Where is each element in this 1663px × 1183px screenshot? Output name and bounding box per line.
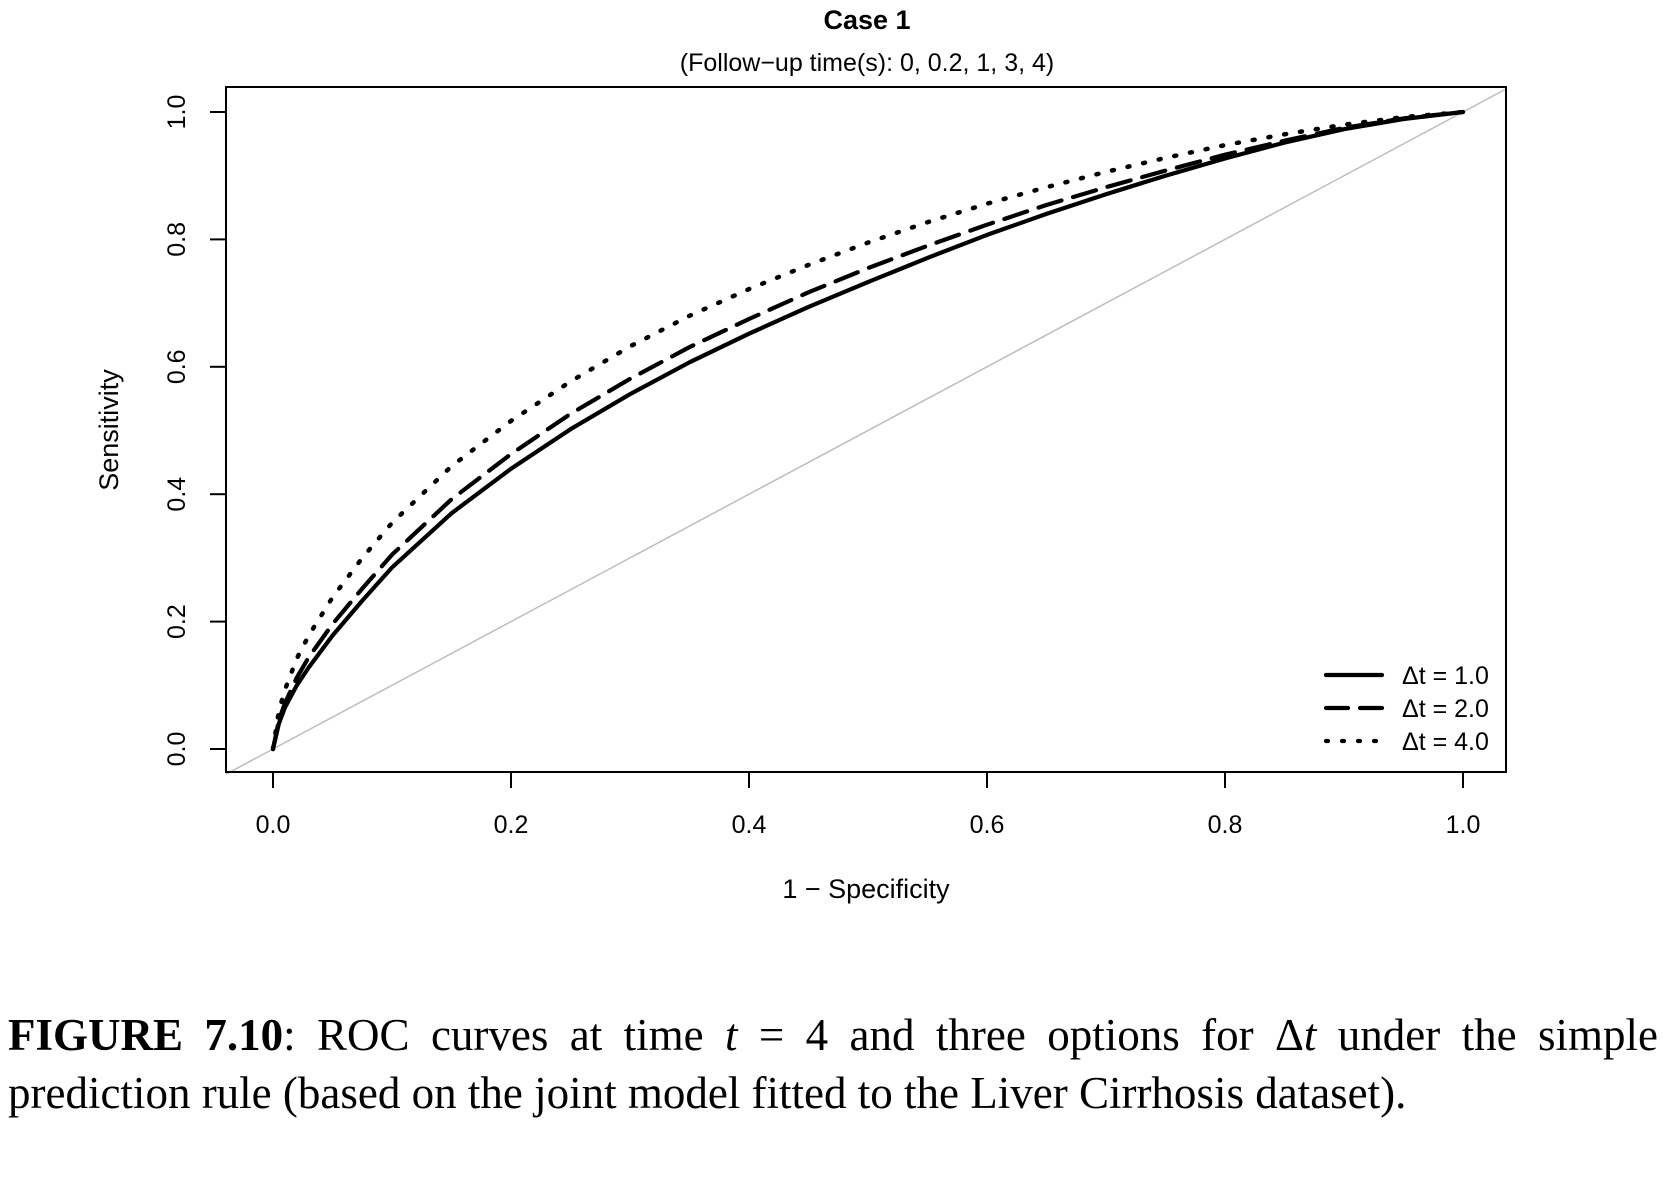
chart-subtitle: (Follow−up time(s): 0, 0.2, 1, 3, 4) bbox=[680, 49, 1054, 77]
reference-diagonal bbox=[225, 88, 1507, 775]
legend-label-3: Δt = 4.0 bbox=[1402, 728, 1489, 756]
y-axis: 0.0 0.2 0.4 0.6 0.8 1.0 bbox=[163, 95, 227, 767]
x-tick-label: 0.6 bbox=[970, 811, 1005, 839]
x-tick-label: 0.0 bbox=[256, 811, 291, 839]
caption-text-2: = 4 and three options for Δ bbox=[737, 1010, 1304, 1060]
series-layer bbox=[270, 109, 1466, 752]
series-line-2 bbox=[270, 109, 1466, 752]
series-line-1 bbox=[270, 109, 1466, 752]
series-line-3 bbox=[270, 109, 1466, 752]
caption-label: FIGURE 7.10 bbox=[8, 1010, 284, 1060]
x-tick-label: 0.4 bbox=[732, 811, 767, 839]
y-tick-label: 0.8 bbox=[163, 222, 191, 257]
x-tick-label: 1.0 bbox=[1446, 811, 1481, 839]
chart-title: Case 1 bbox=[823, 5, 910, 35]
caption-text-1: : ROC curves at time bbox=[283, 1010, 725, 1060]
x-axis: 0.0 0.2 0.4 0.6 0.8 1.0 bbox=[256, 771, 1481, 839]
plot-frame bbox=[225, 86, 1507, 773]
y-tick-label: 0.2 bbox=[163, 604, 191, 639]
figure-caption: FIGURE 7.10: ROC curves at time t = 4 an… bbox=[8, 1006, 1658, 1122]
y-tick-label: 0.6 bbox=[163, 349, 191, 384]
x-axis-label: 1 − Specificity bbox=[782, 874, 950, 904]
roc-chart: Case 1 (Follow−up time(s): 0, 0.2, 1, 3,… bbox=[94, 5, 1507, 904]
y-tick-label: 1.0 bbox=[163, 95, 191, 130]
y-axis-label: Sensitivity bbox=[94, 369, 124, 491]
caption-math-t: t bbox=[725, 1010, 738, 1060]
legend-label-1: Δt = 1.0 bbox=[1402, 662, 1489, 690]
y-tick-label: 0.0 bbox=[163, 732, 191, 767]
legend-label-2: Δt = 2.0 bbox=[1402, 695, 1489, 723]
caption-text-3: under the simple prediction rule (based … bbox=[8, 1010, 1658, 1118]
plot-area bbox=[225, 86, 1507, 775]
legend: Δt = 1.0 Δt = 2.0 Δt = 4.0 bbox=[1323, 662, 1489, 756]
x-tick-label: 0.2 bbox=[494, 811, 529, 839]
x-tick-label: 0.8 bbox=[1208, 811, 1243, 839]
y-tick-label: 0.4 bbox=[163, 477, 191, 512]
caption-math-delta-t: t bbox=[1303, 1010, 1317, 1060]
